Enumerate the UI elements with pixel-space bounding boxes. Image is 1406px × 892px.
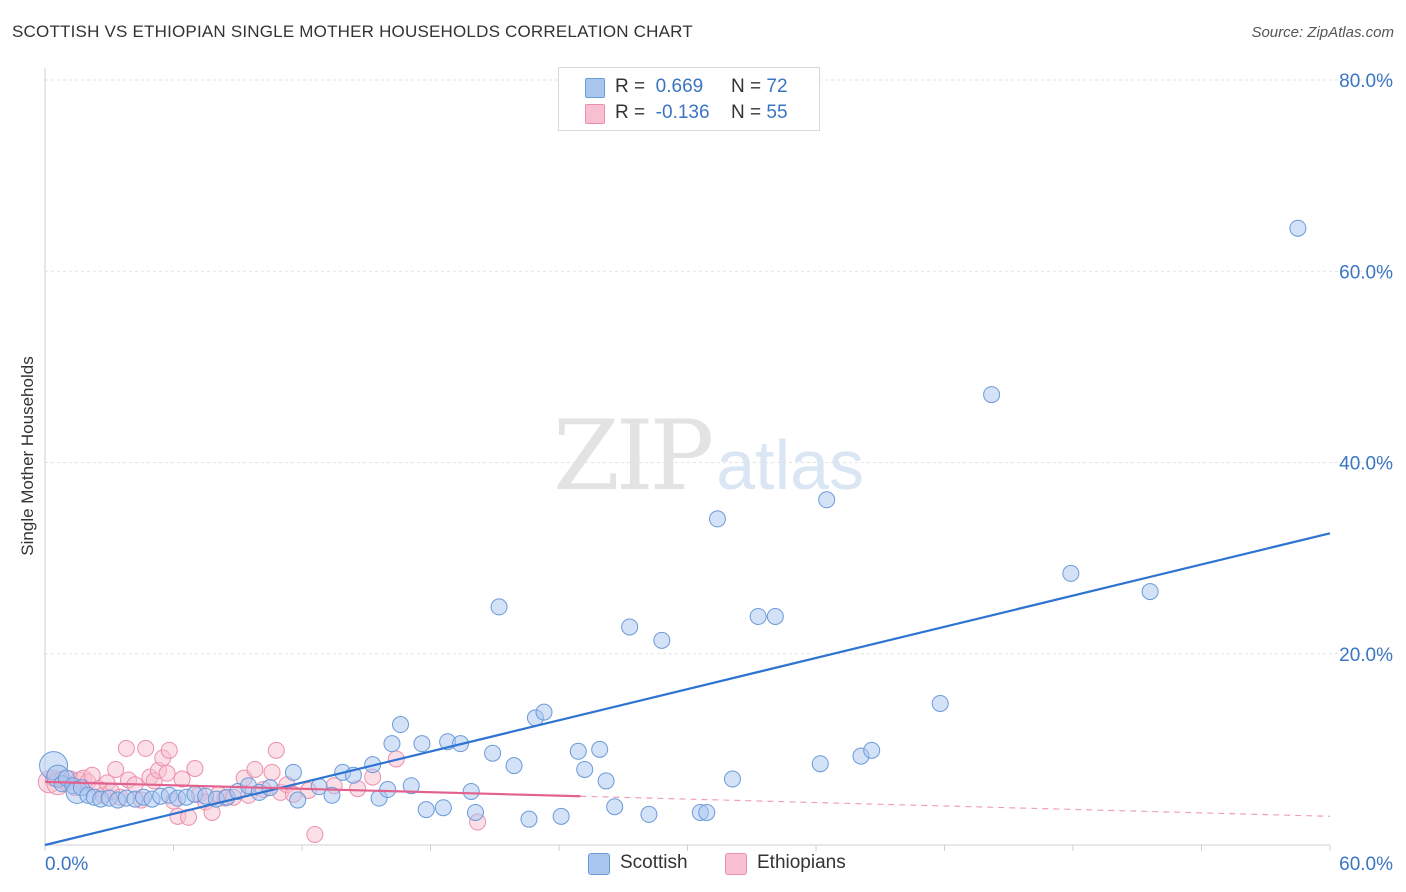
scottish-point	[1062, 564, 1080, 582]
scottish-point	[576, 760, 594, 778]
legend-scottish-r: R = 0.669	[615, 76, 703, 98]
y-axis-label: Single Mother Households	[18, 356, 37, 556]
legend-ethiopians-r: R = -0.136	[615, 102, 710, 124]
scottish-point	[863, 741, 881, 759]
scottish-point	[462, 782, 480, 800]
r-value: -0.136	[655, 102, 710, 123]
x-tick-label: 60.0%	[1339, 854, 1393, 875]
scottish-point	[490, 598, 508, 616]
zipatlas-watermark: ZIPatlas	[553, 400, 864, 512]
scottish-point	[811, 755, 829, 773]
scottish-point	[723, 770, 741, 788]
axes	[44, 68, 1331, 851]
scottish-point	[402, 777, 420, 795]
scottish-point	[289, 791, 307, 809]
trend-lines	[44, 532, 1331, 847]
y-tick-label: 60.0%	[1339, 262, 1393, 283]
r-value: 0.669	[655, 76, 704, 97]
scottish-point	[1289, 219, 1307, 237]
scottish-point	[931, 694, 949, 712]
scottish-point	[606, 798, 624, 816]
ethiopians-point	[267, 741, 285, 759]
legend-scottish-n: N = 72	[731, 76, 788, 98]
scottish-point	[552, 807, 570, 825]
scottish-point	[284, 763, 302, 781]
ethiopians-point	[263, 763, 281, 781]
scottish-point	[323, 786, 341, 804]
r-label: R =	[615, 102, 646, 123]
scottish-point	[621, 618, 639, 636]
scottish-point	[520, 810, 538, 828]
ethiopians-point	[117, 739, 135, 757]
scottish-point	[597, 772, 615, 790]
n-label: N =	[731, 102, 762, 123]
ethiopians-trend-line	[44, 780, 581, 798]
y-tick-label: 80.0%	[1339, 71, 1393, 92]
ethiopians-swatch	[725, 853, 747, 875]
scottish-points	[39, 219, 1307, 828]
source-label: Source: ZipAtlas.com	[1251, 24, 1394, 41]
watermark-atlas: atlas	[716, 426, 865, 504]
scottish-trend-line	[44, 532, 1331, 847]
x-tick-label: 0.0%	[45, 854, 88, 875]
scottish-point	[766, 607, 784, 625]
scottish-point	[818, 491, 836, 509]
scottish-point	[466, 803, 484, 821]
chart-title: SCOTTISH VS ETHIOPIAN SINGLE MOTHER HOUS…	[12, 22, 693, 41]
scottish-point	[591, 740, 609, 758]
correlation-legend: R = 0.669 N = 72 R = -0.136 N = 55	[558, 67, 820, 131]
n-label: N =	[731, 76, 762, 97]
scottish-point	[698, 803, 716, 821]
scottish-point	[653, 631, 671, 649]
scottish-point	[1141, 583, 1159, 601]
scottish-point	[434, 799, 452, 817]
scottish-point	[417, 801, 435, 819]
n-value: 72	[766, 76, 788, 97]
scottish-point	[505, 757, 523, 775]
scottish-point	[383, 735, 401, 753]
tick-labels: 20.0% 40.0% 60.0% 80.0% 0.0% 60.0%	[45, 71, 1393, 875]
n-value: 55	[766, 102, 788, 123]
ethiopians-trend-extension	[580, 795, 1331, 817]
bottom-legend-scottish-label: Scottish	[620, 852, 688, 873]
scottish-point	[708, 510, 726, 528]
bottom-legend-ethiopians-label: Ethiopians	[757, 852, 846, 873]
scottish-point	[983, 386, 1001, 404]
scottish-point	[640, 805, 658, 823]
legend-ethiopians-n: N = 55	[731, 102, 788, 124]
watermark-zip: ZIP	[553, 400, 714, 512]
ethiopians-point	[173, 770, 191, 788]
ethiopians-point	[158, 764, 176, 782]
y-tick-label: 20.0%	[1339, 645, 1393, 666]
scottish-point	[392, 716, 410, 734]
ethiopians-point	[107, 760, 125, 778]
scottish-point	[379, 781, 397, 799]
ethiopians-point	[246, 760, 264, 778]
ethiopians-swatch	[585, 104, 605, 124]
scottish-point	[484, 744, 502, 762]
scottish-swatch	[588, 853, 610, 875]
scottish-point	[413, 735, 431, 753]
ethiopians-point	[306, 825, 324, 843]
ethiopians-point	[137, 739, 155, 757]
scottish-swatch	[585, 78, 605, 98]
scottish-point	[535, 703, 553, 721]
r-label: R =	[615, 76, 646, 97]
ethiopians-point	[186, 760, 204, 777]
scottish-point	[749, 607, 767, 625]
y-tick-label: 40.0%	[1339, 454, 1393, 475]
ethiopians-point	[160, 741, 178, 759]
scottish-point	[569, 742, 587, 760]
